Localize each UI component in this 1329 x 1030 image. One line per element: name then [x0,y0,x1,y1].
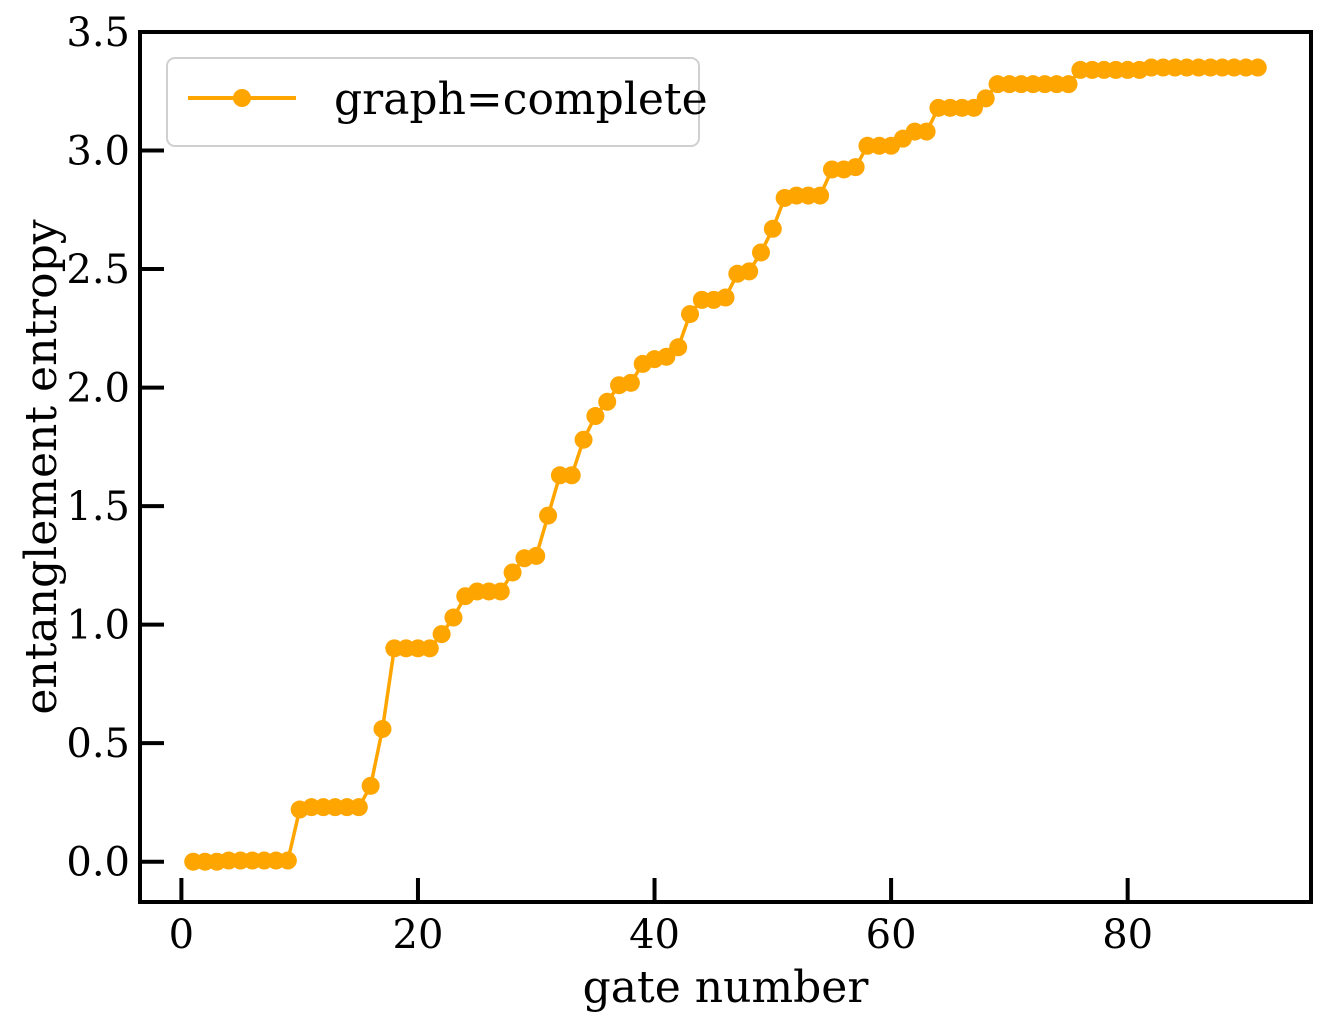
y-tick-label: 0.0 [66,840,130,886]
x-tick-label: 20 [393,912,444,958]
y-tick-label: 3.5 [66,10,130,56]
data-point [586,407,605,426]
series-line [193,65,1258,864]
data-point [432,625,451,644]
y-tick-label: 2.0 [66,366,130,412]
data-point [361,776,380,795]
axis-ticks: 0 20 40 60 80 0.0 0.5 1.0 1.5 2.0 2.5 3.0 3.5 [66,10,1153,958]
x-axis-label: gate number [583,962,870,1013]
x-tick-label: 0 [169,912,194,958]
data-point [278,851,297,870]
data-point [420,639,439,658]
y-tick-label: 3.0 [66,129,130,175]
data-point [917,122,936,141]
x-tick-label: 40 [629,912,680,958]
legend-point-marker [233,89,251,107]
y-tick-label: 0.5 [66,721,130,767]
data-point [681,305,700,324]
data-point [740,262,759,281]
data-point [503,563,522,582]
x-tick-label: 80 [1102,912,1153,958]
data-point [751,243,770,262]
data-point [373,719,392,738]
data-point [621,373,640,392]
legend-box [166,57,700,147]
x-tick-label: 60 [866,912,917,958]
y-axis-label: entanglement entropy [16,219,67,714]
data-point [444,608,463,627]
data-point [846,158,865,177]
y-tick-label: 2.5 [66,247,130,293]
legend: graph=complete [166,57,708,147]
data-point [1059,75,1078,94]
data-point [1248,58,1267,77]
series-layer [184,58,1267,871]
data-point [669,338,688,357]
data-point [527,546,546,565]
data-point [539,506,558,525]
legend-label: graph=complete [334,74,708,125]
data-point [598,392,617,411]
data-point [763,219,782,238]
y-tick-label: 1.5 [66,484,130,530]
y-tick-label: 1.0 [66,603,130,649]
data-point [349,798,368,817]
data-point [811,186,830,205]
data-point [562,466,581,485]
data-point [976,89,995,108]
data-point [574,430,593,449]
data-point [716,288,735,307]
data-point [491,582,510,601]
plot-frame [138,30,1313,904]
